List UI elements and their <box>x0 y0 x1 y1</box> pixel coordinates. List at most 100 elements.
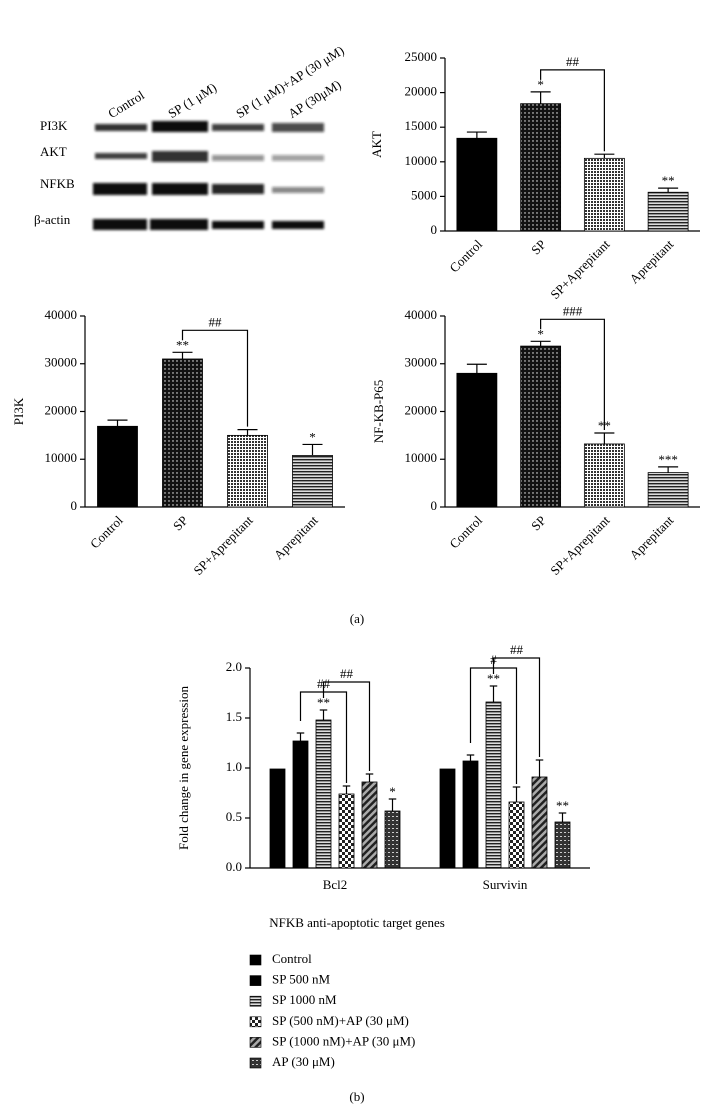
lane-label: SP (1 μM) <box>165 80 219 121</box>
x-tick-label: SP+Aprepitant <box>547 236 613 302</box>
bar <box>462 760 479 869</box>
bar <box>338 793 355 869</box>
bands <box>93 121 324 230</box>
bar <box>227 434 268 508</box>
bar <box>456 137 498 232</box>
significance-bracket <box>540 69 605 152</box>
significance-bracket <box>322 681 371 771</box>
legend-swatch <box>249 1037 262 1048</box>
significance-star: *** <box>658 452 678 467</box>
western-blot: Control SP (1 μM) SP (1 μM)+AP (30 μM) A… <box>34 42 347 230</box>
x-tick-label: SP <box>170 513 191 534</box>
bar <box>384 810 401 869</box>
legend-label: AP (30 μM) <box>272 1054 335 1069</box>
bar <box>531 776 548 869</box>
x-tick-label: Aprepitant <box>271 512 321 562</box>
significance-star: ** <box>556 798 569 813</box>
legend-label: Control <box>272 951 312 966</box>
bar <box>439 768 456 869</box>
y-tick-label: 15000 <box>405 118 438 133</box>
protein-label: β-actin <box>34 212 71 227</box>
significance-star: * <box>537 77 544 92</box>
bar <box>583 157 625 232</box>
legend-label: SP 1000 nM <box>272 992 337 1007</box>
bar <box>554 821 571 869</box>
legend-swatch <box>249 1016 262 1028</box>
y-tick-label: 10000 <box>405 450 438 465</box>
bar <box>520 345 562 508</box>
significance-bracket <box>181 329 249 427</box>
bracket-label: ## <box>340 666 354 681</box>
x-tick-label: Control <box>446 512 485 551</box>
bar <box>647 191 689 232</box>
legend-swatch <box>249 975 262 986</box>
y-tick-label: 10000 <box>405 153 438 168</box>
bracket-label: ## <box>209 314 223 329</box>
x-tick-label: Control <box>87 512 126 551</box>
lane-label: Control <box>105 87 147 121</box>
significance-star: ** <box>487 671 500 686</box>
significance-star: ** <box>176 337 189 352</box>
y-tick-label: 20000 <box>405 84 438 99</box>
x-tick-label: SP+Aprepitant <box>547 512 613 578</box>
bar <box>485 701 502 869</box>
significance-star: * <box>389 784 396 799</box>
y-tick-label: 10000 <box>45 450 78 465</box>
y-tick-label: 30000 <box>405 355 438 370</box>
bar <box>97 425 138 508</box>
y-tick-label: 1.0 <box>226 759 242 774</box>
x-tick-label: Survivin <box>483 877 528 892</box>
protein-label: NFKB <box>40 176 75 191</box>
legend-swatch <box>249 995 262 1007</box>
x-tick-label: Aprepitant <box>626 512 676 562</box>
bar <box>508 801 525 869</box>
y-tick-label: 0.5 <box>226 809 242 824</box>
y-axis-label: NF-KB-P65 <box>371 380 386 444</box>
bar <box>361 781 378 869</box>
legend-label: SP (500 nM)+AP (30 μM) <box>272 1013 409 1028</box>
significance-bracket <box>540 318 605 430</box>
y-tick-label: 0 <box>431 498 438 513</box>
bar <box>520 103 562 232</box>
bar <box>292 455 333 508</box>
bar <box>292 740 309 869</box>
legend-swatch <box>249 954 262 966</box>
significance-star: ** <box>317 695 330 710</box>
x-tick-label: SP <box>528 513 549 534</box>
legend-label: SP 500 nM <box>272 972 330 987</box>
y-axis-label: AKT <box>369 131 384 158</box>
y-tick-label: 5000 <box>411 187 437 202</box>
y-axis-label: Fold change in gene expression <box>176 686 191 850</box>
protein-label: AKT <box>40 144 67 159</box>
x-tick-label: SP <box>528 237 549 258</box>
panel-label: (a) <box>350 611 364 626</box>
bar <box>162 358 203 508</box>
protein-label: PI3K <box>40 118 68 133</box>
y-tick-label: 20000 <box>405 402 438 417</box>
panel-label: (b) <box>349 1089 364 1104</box>
x-axis-label: NFKB anti-apoptotic target genes <box>269 915 445 930</box>
x-tick-label: Aprepitant <box>626 236 676 286</box>
bar <box>456 372 498 508</box>
bracket-label: ## <box>510 642 524 657</box>
y-tick-label: 25000 <box>405 49 438 64</box>
bar <box>269 768 286 869</box>
bracket-label: ### <box>563 303 583 318</box>
bracket-label: ## <box>566 54 580 69</box>
y-tick-label: 0.0 <box>226 859 242 874</box>
significance-star: * <box>309 429 316 444</box>
y-tick-label: 30000 <box>45 355 78 370</box>
y-tick-label: 2.0 <box>226 659 242 674</box>
bar <box>315 719 332 869</box>
legend-label: SP (1000 nM)+AP (30 μM) <box>272 1033 415 1048</box>
legend-swatch <box>249 1057 262 1069</box>
significance-bracket <box>492 657 541 757</box>
y-tick-label: 1.5 <box>226 709 242 724</box>
bar <box>647 472 689 508</box>
y-tick-label: 40000 <box>45 307 78 322</box>
x-tick-label: SP+Aprepitant <box>190 512 256 578</box>
bar <box>583 443 625 508</box>
significance-star: * <box>537 326 544 341</box>
x-tick-label: Bcl2 <box>323 877 348 892</box>
